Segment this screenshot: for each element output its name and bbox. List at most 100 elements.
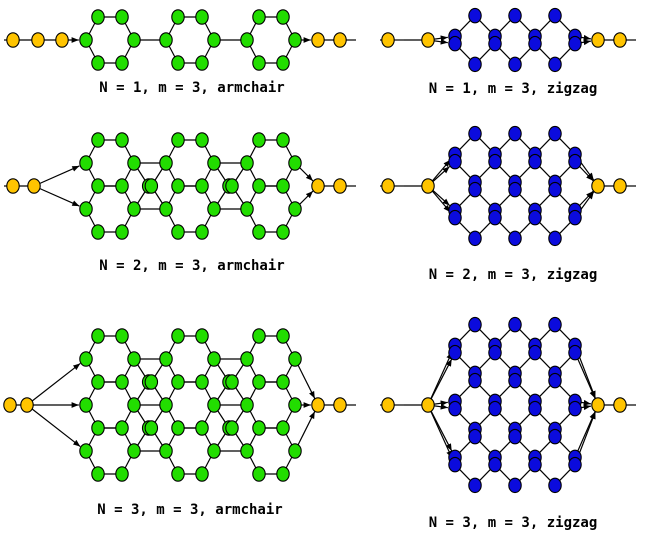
armchair-atom: [276, 55, 290, 71]
caption-armchair-n2: N = 2, m = 3, armchair: [99, 258, 284, 274]
armchair-atom: [115, 466, 129, 482]
zigzag-atom: [488, 153, 502, 170]
caption-armchair-n1: N = 1, m = 3, armchair: [99, 80, 284, 96]
lead-atom: [421, 178, 435, 194]
armchair-atom: [79, 201, 93, 217]
armchair-atom: [127, 351, 141, 367]
zigzag-atom: [568, 456, 582, 473]
lead-atom: [311, 178, 325, 194]
lead-atom: [613, 397, 627, 413]
lead-atom: [613, 32, 627, 48]
armchair-atom: [288, 32, 302, 48]
zigzag-atom: [448, 35, 462, 52]
armchair-atom: [276, 178, 290, 194]
lead-atom: [311, 397, 325, 413]
zigzag-n3-lattice: [380, 316, 636, 494]
armchair-atom: [240, 32, 254, 48]
armchair-atom: [144, 420, 159, 436]
armchair-atom: [276, 374, 290, 390]
armchair-atom: [91, 178, 105, 194]
armchair-atom: [276, 328, 290, 344]
armchair-atom: [276, 466, 290, 482]
lead-atom: [6, 32, 20, 48]
armchair-atom: [171, 466, 185, 482]
zigzag-atom: [528, 209, 542, 226]
lead-bond-arrow: [427, 404, 453, 459]
lead-atom: [27, 178, 41, 194]
zigzag-atom: [488, 400, 502, 417]
zigzag-atom: [528, 344, 542, 361]
zigzag-n2-lattice: [380, 125, 636, 247]
lead-atom: [591, 178, 605, 194]
armchair-atom: [195, 420, 209, 436]
lead-atom: [381, 397, 395, 413]
armchair-atom: [159, 351, 173, 367]
armchair-atom: [115, 374, 129, 390]
caption-zigzag-n1: N = 1, m = 3, zigzag: [429, 81, 598, 97]
armchair-atom: [225, 420, 239, 436]
zigzag-atom: [548, 477, 562, 494]
armchair-atom: [195, 374, 209, 390]
armchair-atom: [91, 466, 105, 482]
armchair-atom: [115, 328, 129, 344]
armchair-atom: [252, 132, 266, 148]
armchair-atom: [127, 443, 141, 459]
armchair-atom: [144, 374, 159, 390]
lead-bond-arrow: [33, 165, 80, 187]
zigzag-atom: [508, 372, 522, 389]
lead-atom: [311, 32, 325, 48]
armchair-atom: [195, 328, 209, 344]
armchair-atom: [195, 132, 209, 148]
armchair-atom: [171, 224, 185, 240]
zigzag-atom: [468, 428, 482, 445]
zigzag-atom: [548, 181, 562, 198]
armchair-atom: [159, 443, 173, 459]
lead-atom: [613, 178, 627, 194]
armchair-atom: [207, 201, 221, 217]
armchair-n1-lattice: [4, 9, 356, 71]
lead-bond-arrow: [26, 362, 81, 406]
zigzag-atom: [508, 477, 522, 494]
zigzag-atom: [548, 7, 562, 24]
armchair-n2-lattice: [4, 132, 356, 240]
armchair-atom: [79, 397, 93, 413]
armchair-atom: [288, 201, 302, 217]
panel-armchair-n2: N = 2, m = 3, armchair: [4, 132, 356, 274]
armchair-atom: [159, 201, 173, 217]
zigzag-atom: [548, 125, 562, 142]
zigzag-atom: [468, 372, 482, 389]
armchair-atom: [79, 443, 93, 459]
zigzag-atom: [468, 181, 482, 198]
zigzag-atom: [488, 35, 502, 52]
armchair-atom: [252, 328, 266, 344]
zigzag-atom: [528, 456, 542, 473]
armchair-atom: [207, 351, 221, 367]
lead-atom: [31, 32, 45, 48]
armchair-atom: [225, 178, 239, 194]
armchair-atom: [91, 55, 105, 71]
armchair-atom: [79, 32, 93, 48]
armchair-atom: [240, 155, 254, 171]
armchair-atom: [252, 178, 266, 194]
zigzag-atom: [568, 35, 582, 52]
armchair-atom: [207, 397, 221, 413]
armchair-atom: [159, 397, 173, 413]
zigzag-n1-lattice: [380, 7, 636, 73]
lead-atom: [6, 178, 20, 194]
armchair-atom: [115, 9, 129, 25]
zigzag-atom: [568, 153, 582, 170]
zigzag-atom: [548, 428, 562, 445]
armchair-atom: [252, 9, 266, 25]
zigzag-atom: [488, 456, 502, 473]
armchair-atom: [207, 155, 221, 171]
armchair-atom: [171, 328, 185, 344]
caption-zigzag-n2: N = 2, m = 3, zigzag: [429, 267, 598, 283]
zigzag-atom: [568, 209, 582, 226]
armchair-atom: [207, 32, 221, 48]
zigzag-atom: [468, 477, 482, 494]
zigzag-atom: [468, 316, 482, 333]
armchair-atom: [171, 9, 185, 25]
armchair-atom: [288, 351, 302, 367]
panel-armchair-n1: N = 1, m = 3, armchair: [4, 9, 356, 96]
